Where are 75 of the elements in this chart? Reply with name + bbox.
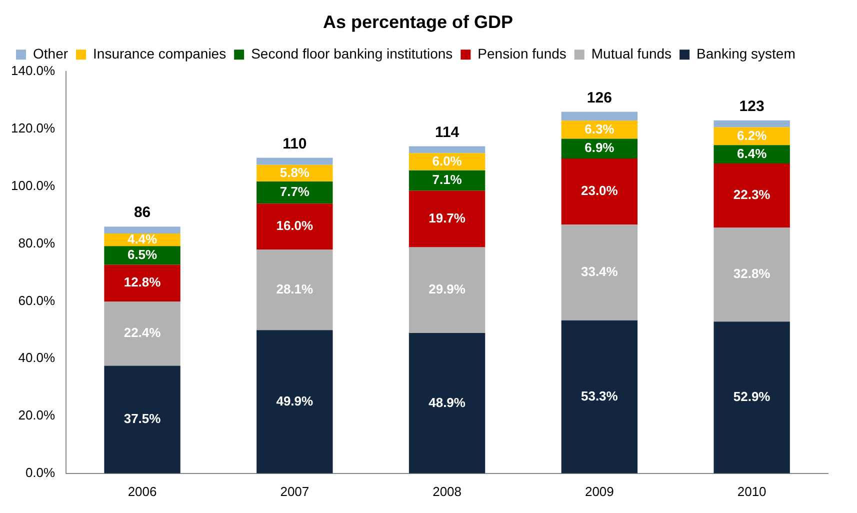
- data-label: 7.1%: [432, 172, 462, 188]
- y-tick-label: 120.0%: [10, 120, 56, 136]
- bar: [714, 322, 790, 474]
- data-label: 16.0%: [276, 218, 314, 234]
- bar: [104, 366, 180, 474]
- bar: [256, 182, 333, 204]
- x-tick-label: 2008: [432, 484, 462, 499]
- data-label: 6.0%: [432, 153, 462, 168]
- bar: [714, 120, 790, 128]
- data-label: 28.1%: [276, 281, 314, 296]
- chart-title: As percentage of GDP: [322, 12, 514, 32]
- bar: [256, 204, 333, 250]
- y-tick-label: 20.0%: [18, 408, 56, 423]
- bar: [408, 190, 486, 248]
- data-label: 5.8%: [280, 164, 310, 180]
- bar: [256, 158, 333, 165]
- bar: [561, 120, 638, 139]
- bar: [408, 333, 486, 474]
- data-label: 49.9%: [276, 393, 314, 408]
- y-tick-label: 80.0%: [18, 235, 56, 250]
- bar: [104, 264, 180, 302]
- x-tick-label: 2010: [737, 484, 766, 499]
- legend-label: Insurance companies: [93, 45, 226, 62]
- data-label: 19.7%: [428, 210, 466, 226]
- data-label: 22.4%: [124, 325, 162, 340]
- data-label: 53.3%: [580, 388, 618, 404]
- total-label: 123: [739, 98, 764, 116]
- y-tick-label: 60.0%: [18, 292, 56, 308]
- bar: [561, 112, 638, 121]
- data-label: 48.9%: [428, 394, 466, 410]
- total-label: 126: [586, 89, 612, 106]
- bar: [408, 146, 486, 154]
- data-label: 6.5%: [127, 247, 158, 262]
- x-tick-label: 2006: [128, 484, 157, 499]
- bar: [561, 320, 638, 474]
- data-label: 33.4%: [580, 264, 618, 280]
- data-label: 6.2%: [736, 128, 768, 143]
- y-tick-label: 140.0%: [10, 63, 56, 78]
- data-label: 52.9%: [733, 389, 771, 404]
- bar: [561, 158, 638, 225]
- data-label: 32.8%: [733, 266, 771, 282]
- bar: [104, 246, 180, 265]
- y-tick-label: 0.0%: [25, 464, 56, 480]
- legend-label: Banking system: [696, 45, 796, 62]
- data-label: 22.3%: [733, 187, 771, 202]
- data-label: 6.3%: [584, 121, 615, 136]
- data-label: 4.4%: [127, 231, 158, 246]
- bar: [104, 226, 180, 234]
- data-label: 6.9%: [584, 140, 615, 156]
- data-label: 37.5%: [124, 411, 162, 426]
- legend-label: Second floor banking institutions: [251, 45, 453, 62]
- x-tick-label: 2009: [584, 484, 614, 499]
- total-label: 110: [282, 135, 307, 152]
- legend-label: Pension funds: [478, 45, 566, 62]
- data-label: 6.4%: [736, 146, 768, 161]
- bar: [256, 250, 333, 330]
- data-label: 29.9%: [428, 282, 466, 297]
- bar: [714, 145, 790, 164]
- data-label: 23.0%: [580, 183, 618, 198]
- bar: [408, 170, 486, 191]
- bar: [256, 330, 333, 474]
- data-label: 7.7%: [280, 184, 310, 200]
- legend-label: Other: [33, 45, 68, 62]
- legend-label: Mutual funds: [591, 45, 672, 62]
- bar: [714, 163, 790, 228]
- total-label: 114: [434, 124, 460, 141]
- bar: [408, 247, 486, 334]
- x-tick-label: 2007: [280, 484, 310, 499]
- data-label: 12.8%: [124, 274, 162, 290]
- total-label: 86: [134, 204, 151, 222]
- bar: [561, 224, 638, 320]
- bar: [714, 227, 790, 322]
- y-tick-label: 40.0%: [18, 350, 56, 366]
- bar: [104, 301, 180, 366]
- y-tick-label: 100.0%: [10, 178, 56, 193]
